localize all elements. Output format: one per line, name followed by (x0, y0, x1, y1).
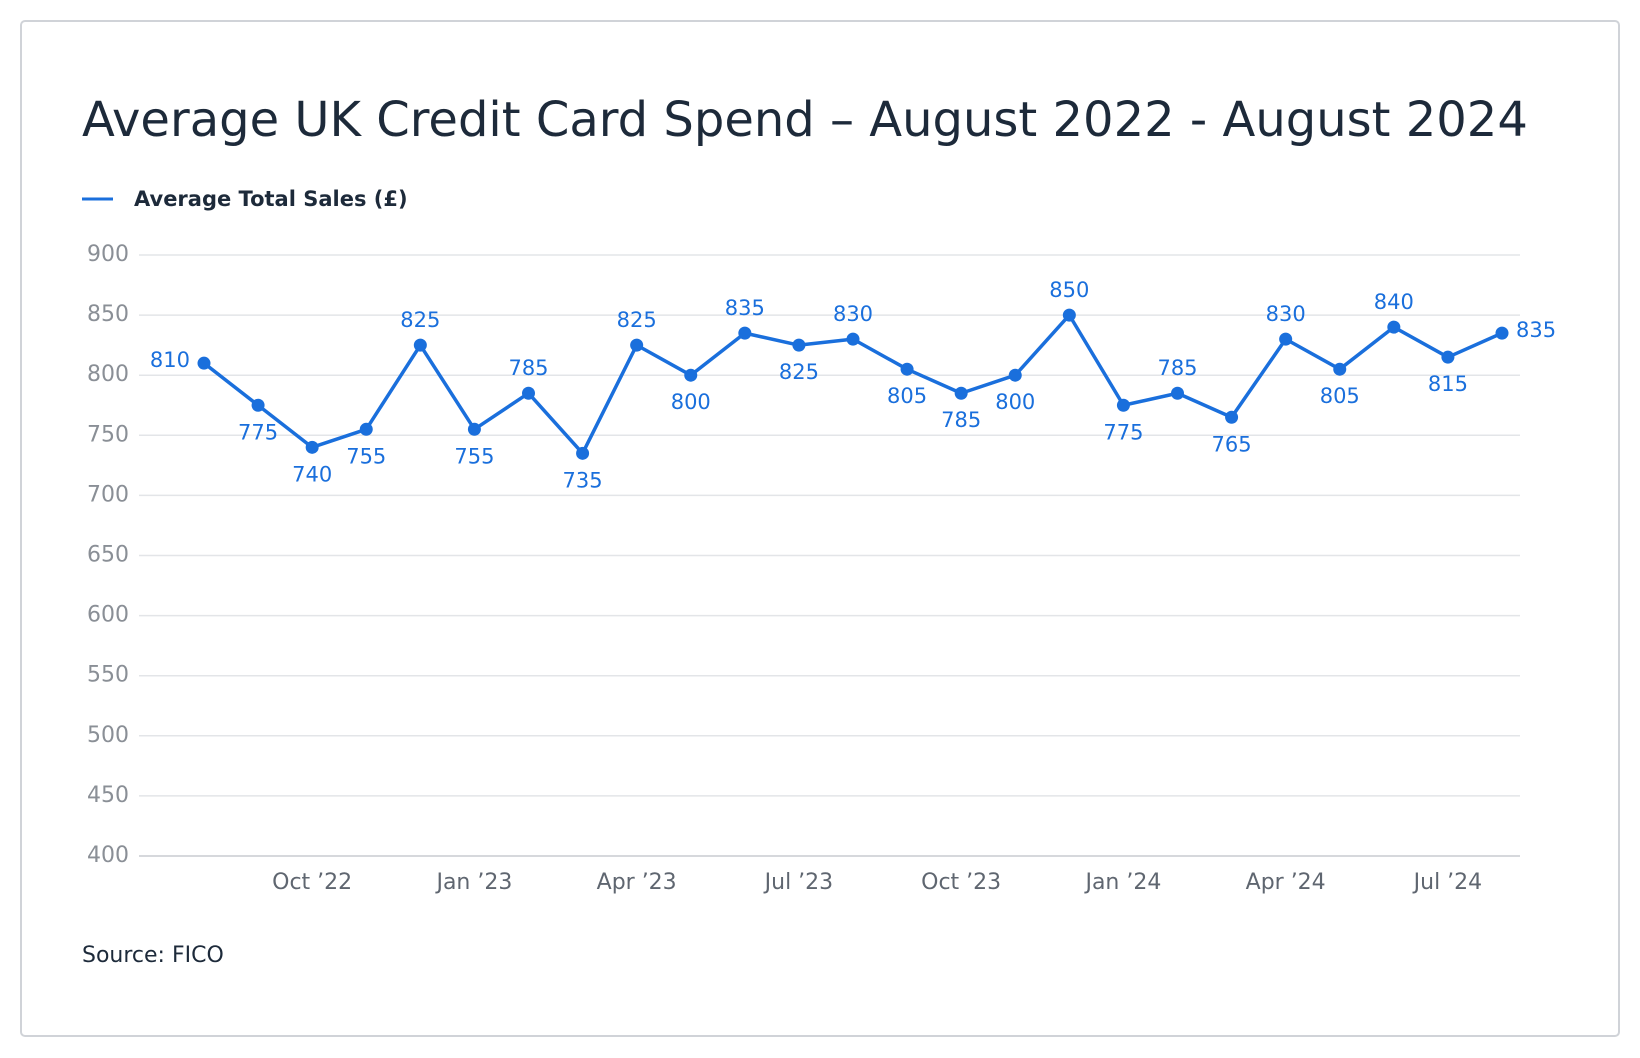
data-label: 840 (1374, 290, 1414, 314)
data-label: 775 (1103, 420, 1143, 444)
data-label: 830 (833, 302, 873, 326)
data-point (1279, 332, 1293, 346)
data-label: 785 (941, 408, 981, 432)
card (20, 20, 1620, 1037)
y-tick-label: 750 (87, 422, 129, 447)
data-point (1333, 362, 1347, 376)
data-label: 735 (563, 468, 603, 492)
x-tick-label: Jul ’23 (763, 870, 834, 895)
data-point (1387, 320, 1401, 334)
data-point (684, 368, 698, 382)
y-tick-label: 400 (87, 843, 129, 868)
x-tick-label: Oct ’22 (272, 870, 352, 895)
source: Source: FICO (82, 943, 224, 968)
data-point (846, 332, 860, 346)
data-label: 825 (400, 308, 440, 332)
data-label: 785 (508, 356, 548, 380)
data-label: 755 (454, 444, 494, 468)
data-point (792, 338, 806, 352)
data-point (738, 326, 752, 340)
data-label: 740 (292, 462, 332, 486)
data-label: 850 (1049, 278, 1089, 302)
data-point (305, 440, 319, 454)
data-label: 830 (1266, 302, 1306, 326)
data-label: 805 (1320, 384, 1360, 408)
y-tick-label: 550 (87, 663, 129, 688)
data-label: 800 (671, 390, 711, 414)
data-label: 765 (1212, 432, 1252, 456)
data-label: 785 (1157, 356, 1197, 380)
data-point (359, 422, 373, 436)
legend-label: Average Total Sales (£) (134, 187, 408, 211)
chart-title: Average UK Credit Card Spend – August 20… (82, 92, 1528, 148)
y-tick-label: 700 (87, 482, 129, 507)
data-label: 825 (779, 360, 819, 384)
y-tick-label: 900 (87, 242, 129, 267)
data-point (413, 338, 427, 352)
y-tick-label: 500 (87, 723, 129, 748)
data-point (467, 422, 481, 436)
data-point (1062, 308, 1076, 322)
data-point (630, 338, 644, 352)
y-tick-label: 600 (87, 603, 129, 628)
data-label: 825 (617, 308, 657, 332)
data-point (576, 446, 590, 460)
x-tick-label: Jan ’24 (1083, 870, 1161, 895)
x-tick-label: Apr ’23 (597, 870, 677, 895)
data-point (1441, 350, 1455, 364)
data-point (522, 386, 535, 400)
data-label: 815 (1428, 372, 1468, 396)
data-point (900, 362, 914, 376)
y-tick-label: 800 (87, 362, 129, 387)
x-tick-label: Jan ’23 (434, 870, 512, 895)
data-point (954, 386, 968, 400)
x-tick-label: Oct ’23 (921, 870, 1001, 895)
y-tick-label: 850 (87, 302, 129, 327)
data-label: 775 (238, 420, 278, 444)
data-point (1116, 398, 1130, 412)
data-label: 805 (887, 384, 927, 408)
data-point (197, 356, 211, 370)
x-tick-label: Apr ’24 (1246, 870, 1326, 895)
data-point (1008, 368, 1022, 382)
y-tick-label: 450 (87, 783, 129, 808)
x-tick-label: Jul ’24 (1412, 870, 1483, 895)
data-point (1171, 386, 1184, 400)
y-tick-label: 650 (87, 543, 129, 568)
data-point (1225, 410, 1239, 424)
data-point (251, 398, 265, 412)
data-label: 835 (1516, 318, 1556, 342)
data-label: 835 (725, 296, 765, 320)
data-label: 755 (346, 444, 386, 468)
data-label: 810 (150, 348, 190, 372)
data-label: 800 (995, 390, 1035, 414)
data-point (1495, 326, 1509, 340)
